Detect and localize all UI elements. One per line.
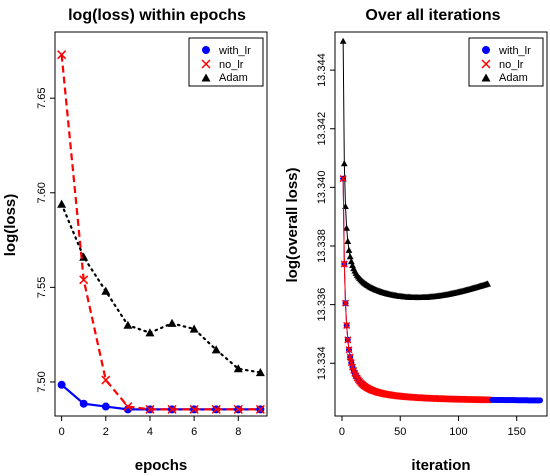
series-with-lr-point — [537, 397, 544, 404]
chart-right-series — [339, 37, 544, 404]
chart-left-y-tick-label: 7.50 — [36, 371, 48, 392]
series-adam-point — [57, 199, 67, 208]
series-adam-point — [167, 318, 177, 327]
chart-right-y-tick-label: 13.338 — [316, 229, 328, 263]
series-no-lr-point — [123, 402, 133, 412]
legend-no-lr-marker — [481, 59, 491, 69]
chart-right-plot-frame — [334, 31, 548, 417]
chart-right-title: Over all iterations — [365, 7, 500, 24]
series-adam-line — [60, 203, 262, 374]
series-no-lr-point — [484, 396, 492, 404]
chart-left-x-label: epochs — [135, 457, 188, 474]
series-adam-point — [347, 258, 355, 265]
chart-right-legend: with_lr no_lr Adam — [468, 37, 544, 87]
chart-right-y-tick-label: 13.342 — [316, 112, 328, 146]
legend-no-lr-label: no_lr — [499, 59, 524, 71]
chart-left-x-tick-label: 4 — [147, 426, 153, 438]
series-no-lr-line — [60, 54, 261, 411]
chart-right-x-label: iteration — [411, 457, 470, 474]
legend-with-lr-label: with_lr — [498, 45, 531, 57]
series-adam-point — [343, 224, 351, 231]
chart-left-y-label: log(loss) — [2, 194, 19, 257]
series-no-lr-point — [57, 50, 67, 60]
series-no-lr-point — [481, 396, 489, 404]
legend-with-lr-label: with_lr — [218, 45, 251, 57]
chart-right-y-tick-label: 13.344 — [316, 53, 328, 87]
chart-left-x-axis: 0 2 4 6 8 — [59, 416, 241, 438]
series-no-lr-point — [341, 299, 350, 307]
chart-left-y-tick-label: 7.55 — [36, 277, 48, 298]
chart-right: Over all iterations 13.33413.33613.33813… — [284, 7, 548, 474]
legend-adam-marker — [481, 73, 491, 82]
series-no-lr-point — [211, 404, 221, 414]
series-adam-point — [339, 37, 347, 44]
legend-no-lr-marker — [201, 59, 211, 69]
chart-left-y-tick-label: 7.65 — [36, 87, 48, 108]
chart-left-series — [57, 50, 265, 414]
chart-right-x-tick-label: 0 — [339, 426, 345, 438]
chart-left-y-axis: 7.50 7.55 7.60 7.65 — [36, 87, 55, 393]
legend-adam-label: Adam — [219, 72, 248, 84]
series-adam-point — [346, 253, 354, 260]
chart-right-y-tick-label: 13.340 — [316, 171, 328, 205]
series-no-lr-point — [145, 404, 155, 414]
series-no-lr-point — [233, 404, 243, 414]
chart-right-legend-box — [468, 37, 544, 87]
series-adam-point — [340, 160, 348, 167]
series-no-lr-point — [345, 346, 353, 354]
series-adam-point — [145, 328, 155, 337]
chart-right-x-tick-label: 50 — [394, 426, 406, 438]
series-no-lr-point — [343, 321, 351, 329]
series-with-lr-point — [79, 399, 88, 408]
series-with-lr-point — [57, 380, 66, 389]
chart-left-legend: with_lr no_lr Adam — [188, 37, 264, 87]
series-with-lr-line — [60, 383, 261, 411]
chart-left-x-tick-label: 0 — [59, 426, 65, 438]
series-adam-point — [189, 324, 199, 333]
series-no-lr-point — [340, 260, 348, 268]
chart-left-x-tick-label: 6 — [191, 426, 197, 438]
series-adam-point — [123, 320, 133, 329]
chart-right-x-tick-label: 100 — [449, 426, 467, 438]
series-no-lr-point — [189, 404, 199, 414]
chart-left-x-tick-label: 8 — [235, 426, 241, 438]
series-with-lr-point — [101, 402, 110, 411]
series-no-lr-point — [482, 396, 490, 404]
series-adam-point — [101, 286, 111, 295]
series-adam-point — [211, 345, 221, 354]
legend-adam-marker — [201, 73, 211, 82]
chart-left-x-tick-label: 2 — [103, 426, 109, 438]
series-no-lr-point — [339, 175, 347, 183]
chart-left-title: log(loss) within epochs — [68, 7, 246, 24]
series-adam-point — [484, 280, 491, 287]
chart-left-legend-box — [188, 37, 264, 87]
series-adam-line — [342, 41, 488, 298]
series-no-lr-point — [79, 275, 89, 285]
series-adam-point — [255, 367, 265, 377]
legend-with-lr-marker — [482, 46, 490, 54]
series-no-lr-point — [255, 404, 265, 414]
chart-left: log(loss) within epochs 7.50 7.55 7.60 7.65… — [2, 7, 268, 474]
chart-right-x-tick-label: 150 — [508, 426, 526, 438]
legend-adam-label: Adam — [499, 72, 528, 84]
chart-left-plot-frame — [54, 31, 268, 417]
chart-right-y-tick-label: 13.334 — [316, 346, 328, 380]
chart-right-y-label: log(overall loss) — [284, 167, 301, 282]
legend-with-lr-marker — [202, 46, 210, 54]
series-adam-point — [233, 364, 243, 373]
series-adam-point — [345, 246, 353, 253]
legend-no-lr-label: no_lr — [219, 59, 244, 71]
series-no-lr-point — [167, 404, 177, 414]
series-no-lr-point — [101, 375, 111, 385]
series-adam-point — [344, 237, 352, 244]
chart-right-y-axis: 13.334 13.336 13.338 13.340 13.342 13.344 — [316, 53, 335, 380]
series-no-lr-point — [346, 353, 354, 361]
chart-left-y-tick-label: 7.60 — [36, 182, 48, 203]
series-no-lr-point — [344, 336, 352, 344]
chart-right-x-axis: 0 50 100 150 — [339, 416, 526, 438]
chart-right-y-tick-label: 13.336 — [316, 288, 328, 322]
